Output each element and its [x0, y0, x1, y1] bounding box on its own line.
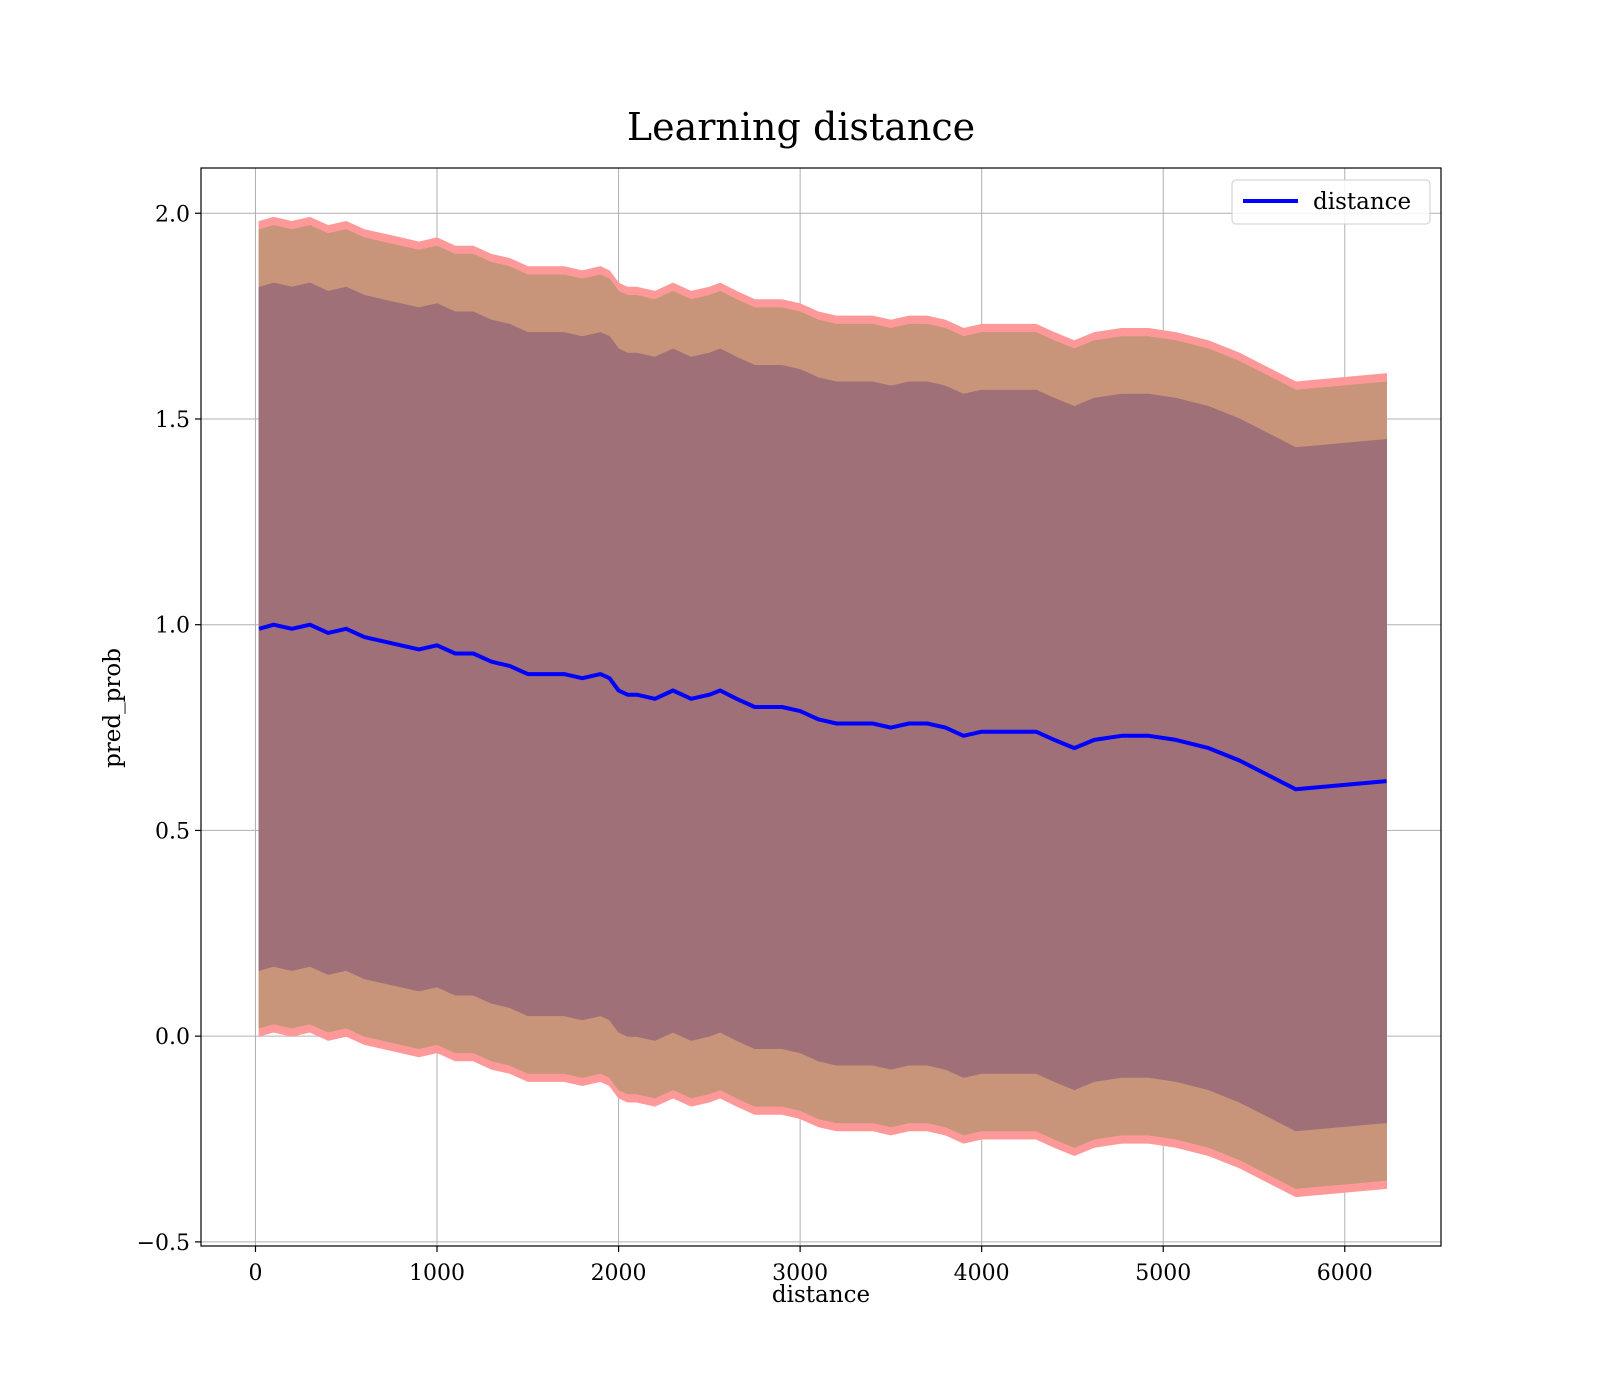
legend: distance	[1231, 179, 1431, 225]
band-inner	[258, 282, 1387, 1132]
y-tick-label: 1.0	[155, 614, 190, 639]
legend-label-distance: distance	[1313, 189, 1411, 215]
x-tick-label: 5000	[1135, 1261, 1191, 1286]
y-axis-label: pred_prob	[100, 648, 126, 768]
y-tick-label: 1.5	[155, 408, 190, 433]
series-line-distance	[258, 622, 1387, 792]
x-tick-label: 1000	[409, 1261, 465, 1286]
plot-frame	[200, 167, 1442, 1247]
x-tick-label: 6000	[1317, 1261, 1373, 1286]
chart-title: Learning distance	[627, 105, 975, 149]
axis-ticks: 0 1000 2000 3000 4000 5000 6000 −0.5 0.0 0.5 1.0 1.…	[137, 202, 1373, 1286]
x-axis-label: distance	[772, 1282, 870, 1308]
y-tick-label: 2.0	[155, 202, 190, 227]
x-tick-label: 2000	[591, 1261, 647, 1286]
legend-box	[1231, 179, 1431, 225]
x-tick-label: 4000	[954, 1261, 1010, 1286]
confidence-bands	[258, 216, 1387, 1198]
y-tick-label: 0.0	[155, 1025, 190, 1050]
series-lines	[258, 622, 1387, 792]
x-tick-label: 3000	[772, 1261, 828, 1286]
x-tick-label: 0	[248, 1261, 262, 1286]
y-tick-label: −0.5	[137, 1231, 190, 1256]
y-tick-label: 0.5	[155, 819, 190, 844]
